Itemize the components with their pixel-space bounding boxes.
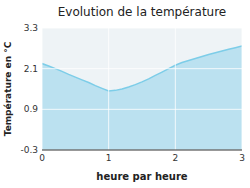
x-tick-label: 2 <box>172 153 178 163</box>
title: Evolution de la température <box>58 5 227 19</box>
grid-line-x <box>42 28 43 150</box>
grid-line-y <box>42 109 242 110</box>
x-axis-label: heure par heure <box>96 171 187 182</box>
y-tick-label: -0.3 <box>20 145 38 155</box>
y-tick-label: 2.1 <box>24 64 38 74</box>
line <box>42 46 242 91</box>
grid-line-y <box>42 150 242 151</box>
grid-line-y <box>42 28 242 29</box>
x-tick-label: 3 <box>239 153 245 163</box>
y-tick-label: 3.3 <box>24 23 38 33</box>
grid-line-x <box>175 28 176 150</box>
plot-background <box>42 28 242 150</box>
y-axis-label: Température en °C <box>3 41 13 136</box>
grid-line-x <box>108 28 109 150</box>
grid-line-y <box>42 68 242 69</box>
x-tick-label: 0 <box>39 153 45 163</box>
grid <box>42 28 242 150</box>
y-tick-label: 0.9 <box>24 104 39 114</box>
area <box>42 46 242 150</box>
chart: 0 1 2 3 -0.3 0.9 2.1 3.3 Evolution de la tempéra… <box>0 0 250 188</box>
x-tick-label: 1 <box>106 153 112 163</box>
plot-area <box>42 46 242 150</box>
x-axis-line <box>42 150 242 151</box>
grid-line-x <box>242 28 243 150</box>
